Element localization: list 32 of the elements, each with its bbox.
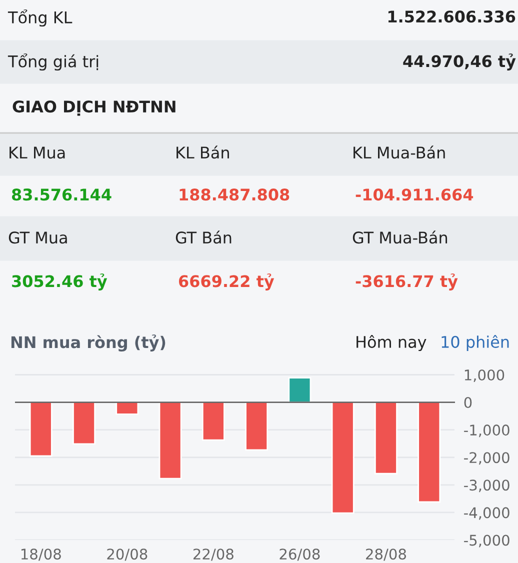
text: Tổng giá trị <box>8 53 98 71</box>
y-tick-label: -2,000 <box>464 452 510 465</box>
x-tick-label: 20/08 <box>107 548 148 561</box>
text: 10 phiên <box>442 334 509 352</box>
text: KL Bán <box>176 146 229 159</box>
text: KL Mua-Bán <box>354 146 445 159</box>
text: 1.522.606.336 <box>388 10 516 23</box>
text: -3616.77 tỷ <box>356 274 458 290</box>
y-tick-label: 1,000 <box>464 369 504 382</box>
x-tick-label: 18/08 <box>21 548 61 561</box>
x-tick-label: 28/08 <box>366 548 406 561</box>
text: 83.576.144 <box>12 188 112 201</box>
text: 6669.22 tỷ <box>178 274 274 290</box>
text: -104.911.664 <box>356 188 474 201</box>
x-tick-label: 26/08 <box>280 548 320 561</box>
text: GT Bán <box>176 230 232 244</box>
chart-title: NN mua ròng (tỷ) <box>11 334 166 352</box>
y-tick-label: 0 <box>464 397 472 408</box>
text: Tổng KL <box>8 9 72 27</box>
y-tick-label: -5,000 <box>464 534 510 548</box>
y-tick-label: -1,000 <box>464 424 510 438</box>
y-tick-label: -4,000 <box>464 507 510 520</box>
text: KL Mua <box>10 146 65 159</box>
y-tick-label: -3,000 <box>464 480 510 492</box>
text: 44.970,46 tỷ <box>403 54 516 70</box>
text: GT Mua-Bán <box>352 230 448 244</box>
x-tick-label: 22/08 <box>193 548 234 561</box>
text: 3052.46 tỷ <box>12 274 108 290</box>
text: GT Mua <box>8 232 67 244</box>
text: 188.487.808 <box>180 188 290 201</box>
text: Hôm nay <box>356 334 426 352</box>
text: GIAO DỊCH NĐTNN <box>12 100 176 116</box>
